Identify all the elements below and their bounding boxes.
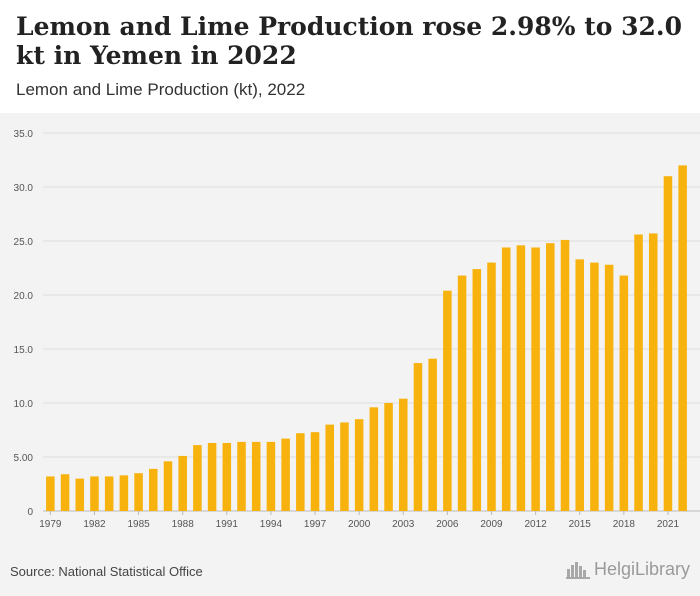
bar: [104, 476, 114, 511]
bar: [560, 239, 570, 512]
city-skyline-icon: [565, 561, 590, 579]
x-tick-label: 2018: [613, 519, 636, 530]
bar: [604, 264, 614, 511]
bar: [472, 269, 482, 511]
bar: [487, 262, 496, 511]
bar: [60, 474, 70, 511]
x-tick-label: 1991: [216, 519, 239, 530]
x-tick-label: 2000: [348, 519, 371, 530]
x-tick-label: 2009: [480, 519, 503, 530]
bar: [207, 442, 217, 511]
y-tick-label: 15.0: [14, 345, 34, 356]
bar: [501, 247, 511, 512]
bar: [384, 403, 393, 511]
x-tick-label: 2006: [436, 519, 459, 530]
bar: [678, 165, 687, 511]
logo-text: HelgiLibrary: [593, 559, 690, 579]
bar: [237, 441, 246, 511]
bar: [457, 275, 467, 511]
bar: [648, 233, 658, 511]
x-tick-label: 1994: [260, 519, 283, 530]
bar: [354, 419, 364, 511]
x-tick-label: 1988: [172, 519, 195, 530]
x-tick-label: 2003: [392, 519, 415, 530]
bar: [398, 398, 408, 511]
x-tick-label: 1997: [304, 519, 327, 530]
bar: [575, 259, 584, 511]
bar: [590, 262, 599, 511]
chart-subtitle: Lemon and Lime Production (kt), 2022: [16, 80, 306, 99]
bar: [75, 478, 85, 511]
bar: [619, 275, 629, 511]
y-tick-label: 25.0: [14, 237, 34, 248]
y-tick-label: 35.0: [14, 129, 34, 140]
bar: [46, 476, 55, 511]
bar: [222, 442, 232, 511]
bar: [634, 234, 643, 511]
bar: [413, 363, 423, 511]
bar: [663, 176, 673, 511]
chart-area: 0 5.00 10.0 15.0 20.0 25.0 30.0 35.0 1979 1982 198…: [0, 113, 700, 551]
x-tick-label: 2021: [657, 519, 680, 530]
bar: [340, 422, 349, 511]
bar: [325, 424, 335, 511]
bar: [90, 476, 99, 511]
x-tick-label: 1985: [127, 519, 150, 530]
y-tick-label: 30.0: [14, 183, 34, 194]
bar: [149, 468, 158, 511]
bar: [546, 243, 555, 511]
bar-chart: 0 5.00 10.0 15.0 20.0 25.0 30.0 35.0 1979 1982 198…: [14, 129, 700, 530]
x-tick-label: 2015: [569, 519, 592, 530]
helgilibrary-logo[interactable]: HelgiLibrary: [565, 559, 690, 580]
x-tick-label: 2012: [524, 519, 547, 530]
page-title: Lemon and Lime Production rose 2.98% to …: [16, 12, 683, 70]
bar: [310, 432, 320, 511]
bar: [443, 290, 452, 511]
bar: [163, 461, 173, 511]
bar: [516, 245, 526, 511]
y-tick-label: 20.0: [14, 291, 34, 302]
bar: [296, 433, 305, 511]
footer: Source: National Statistical Office Helg…: [0, 551, 700, 596]
x-tick-label: 1982: [83, 519, 106, 530]
bar: [531, 247, 540, 512]
x-tick-label: 1979: [39, 519, 62, 530]
bar: [369, 407, 379, 511]
bar: [134, 473, 143, 511]
bar: [119, 475, 129, 511]
bar: [178, 455, 187, 511]
bar: [251, 441, 261, 511]
bar: [428, 358, 437, 511]
bar: [193, 445, 202, 511]
source-text: Source: National Statistical Office: [10, 564, 203, 579]
bar: [281, 438, 290, 511]
y-tick-label: 10.0: [14, 399, 34, 410]
y-tick-label: 0: [27, 507, 33, 518]
header: Lemon and Lime Production rose 2.98% to …: [0, 0, 700, 113]
bar: [266, 441, 276, 511]
y-tick-label: 5.00: [14, 453, 34, 464]
